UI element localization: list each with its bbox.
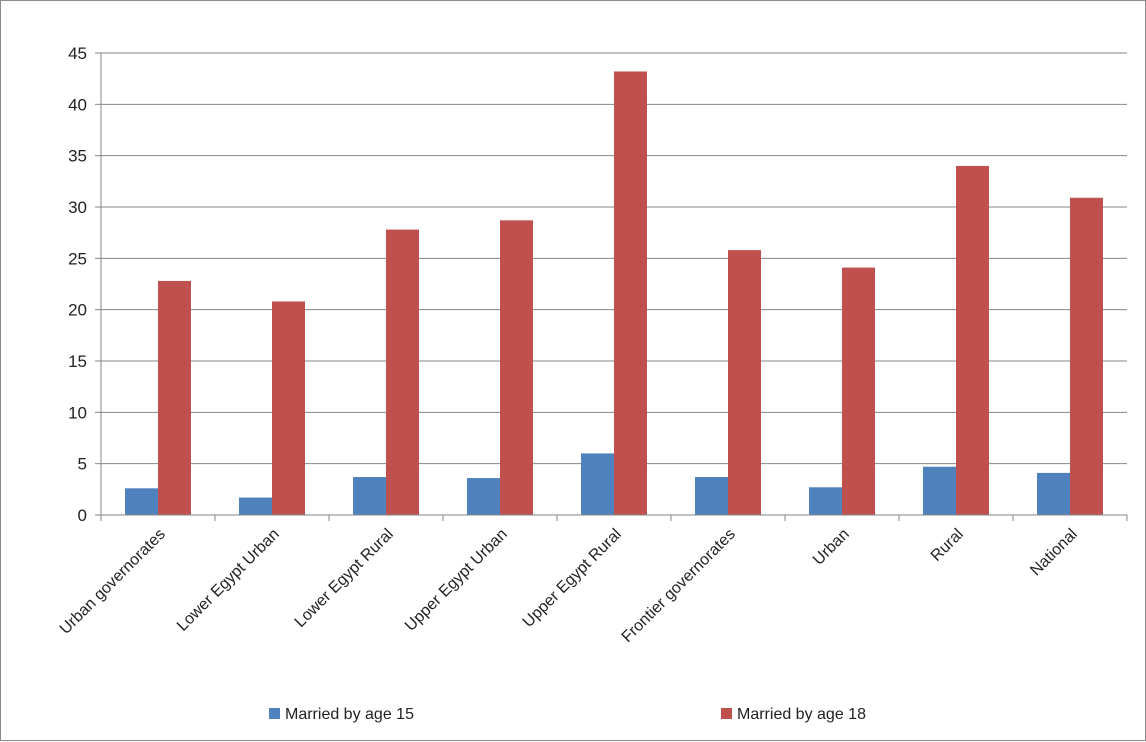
x-category-label: Rural xyxy=(928,526,967,565)
x-category-label: Urban xyxy=(810,526,853,569)
y-tick-label: 45 xyxy=(68,44,87,63)
y-tick-label: 0 xyxy=(78,506,87,525)
bars xyxy=(125,71,1103,515)
bar-age-15 xyxy=(581,453,614,515)
bar-age-18 xyxy=(614,71,647,515)
x-category-label: Upper Egypt Urban xyxy=(402,526,511,635)
bar-age-18 xyxy=(956,165,989,515)
x-category-label: National xyxy=(1027,526,1081,580)
y-tick-label: 15 xyxy=(68,352,87,371)
bar-age-15 xyxy=(467,478,500,515)
x-category-label: Lower Egypt Rural xyxy=(292,526,397,631)
bar-age-18 xyxy=(158,280,191,515)
bar-age-15 xyxy=(125,488,158,515)
bar-age-18 xyxy=(500,220,533,515)
y-tick-label: 30 xyxy=(68,198,87,217)
bar-age-15 xyxy=(1037,472,1070,515)
y-tick-label: 40 xyxy=(68,95,87,114)
bar-age-18 xyxy=(842,267,875,515)
legend-label: Married by age 18 xyxy=(737,706,866,723)
axes xyxy=(95,52,1128,521)
bar-age-18 xyxy=(272,301,305,515)
y-tick-label: 10 xyxy=(68,403,87,422)
legend-swatch xyxy=(269,708,280,719)
y-tick-label: 35 xyxy=(68,147,87,166)
x-category-label: Frontier governorates xyxy=(619,526,739,646)
x-axis-labels: Urban governorates Lower Egypt Urban Lower… xyxy=(57,526,1081,646)
legend: Married by age 15 Married by age 18 xyxy=(269,706,866,723)
y-tick-label: 25 xyxy=(68,249,87,268)
bar-age-18 xyxy=(728,250,761,515)
x-category-label: Upper Egypt Rural xyxy=(520,526,625,631)
bar-age-15 xyxy=(353,477,386,515)
bar-age-15 xyxy=(695,477,728,515)
bar-age-15 xyxy=(809,487,842,515)
bar-age-15 xyxy=(923,466,956,515)
x-category-label: Lower Egypt Urban xyxy=(174,526,283,635)
legend-swatch xyxy=(721,708,732,719)
bar-age-18 xyxy=(1070,197,1103,515)
legend-label: Married by age 15 xyxy=(285,706,414,723)
bar-age-15 xyxy=(239,497,272,515)
bar-age-18 xyxy=(386,229,419,515)
y-tick-label: 20 xyxy=(68,301,87,320)
x-category-label: Urban governorates xyxy=(57,526,169,638)
y-tick-label: 5 xyxy=(78,455,87,474)
y-axis-ticks: 0 5 10 15 20 25 30 35 40 45 xyxy=(68,44,87,525)
